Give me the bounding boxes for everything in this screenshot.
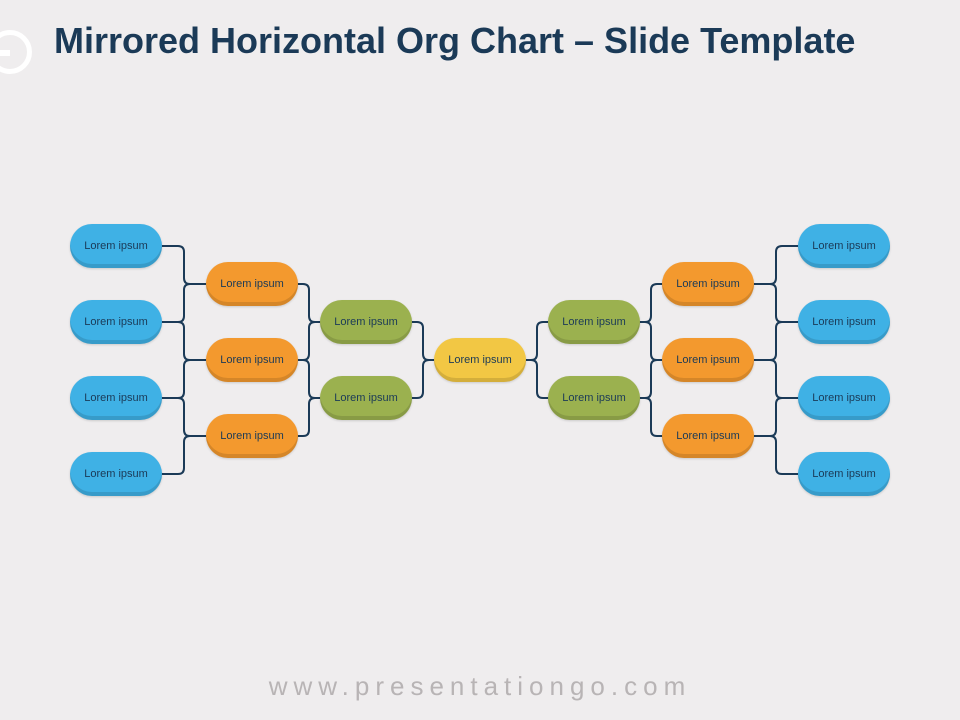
connector (526, 360, 548, 398)
connector (754, 360, 798, 398)
connector (162, 360, 206, 398)
connector (754, 246, 798, 284)
connector (640, 360, 662, 398)
org-node-lb3: Lorem ipsum (70, 376, 162, 420)
org-node-lb2: Lorem ipsum (70, 300, 162, 344)
connector (754, 284, 798, 322)
connector (412, 322, 434, 360)
connector (162, 322, 206, 360)
org-node-ro1: Lorem ipsum (662, 262, 754, 306)
connector (754, 436, 798, 474)
connector (162, 284, 206, 322)
org-node-rb1: Lorem ipsum (798, 224, 890, 268)
connector (298, 360, 320, 398)
connector (298, 284, 320, 322)
connector (162, 398, 206, 436)
org-node-lb1: Lorem ipsum (70, 224, 162, 268)
org-node-rg1: Lorem ipsum (548, 300, 640, 344)
org-node-lo1: Lorem ipsum (206, 262, 298, 306)
connector (640, 284, 662, 322)
org-node-lb4: Lorem ipsum (70, 452, 162, 496)
org-node-lg2: Lorem ipsum (320, 376, 412, 420)
org-node-rb4: Lorem ipsum (798, 452, 890, 496)
org-chart: Lorem ipsum Lorem ipsum Lorem ipsum Lorem i… (0, 200, 960, 520)
org-node-lg1: Lorem ipsum (320, 300, 412, 344)
connector (640, 398, 662, 436)
connector (162, 246, 206, 284)
org-node-ro3: Lorem ipsum (662, 414, 754, 458)
slide-title: Mirrored Horizontal Org Chart – Slide Te… (54, 20, 940, 61)
org-node-rb3: Lorem ipsum (798, 376, 890, 420)
title-decor-ring (0, 30, 32, 74)
org-node-rb2: Lorem ipsum (798, 300, 890, 344)
connector (640, 322, 662, 360)
footer-watermark: www.presentationgo.com (0, 671, 960, 702)
org-node-ro2: Lorem ipsum (662, 338, 754, 382)
connector (298, 398, 320, 436)
connector (754, 322, 798, 360)
org-node-root: Lorem ipsum (434, 338, 526, 382)
connector (162, 436, 206, 474)
connector (298, 322, 320, 360)
connector (754, 398, 798, 436)
connector (526, 322, 548, 360)
org-node-lo2: Lorem ipsum (206, 338, 298, 382)
connector (412, 360, 434, 398)
org-node-rg2: Lorem ipsum (548, 376, 640, 420)
org-node-lo3: Lorem ipsum (206, 414, 298, 458)
